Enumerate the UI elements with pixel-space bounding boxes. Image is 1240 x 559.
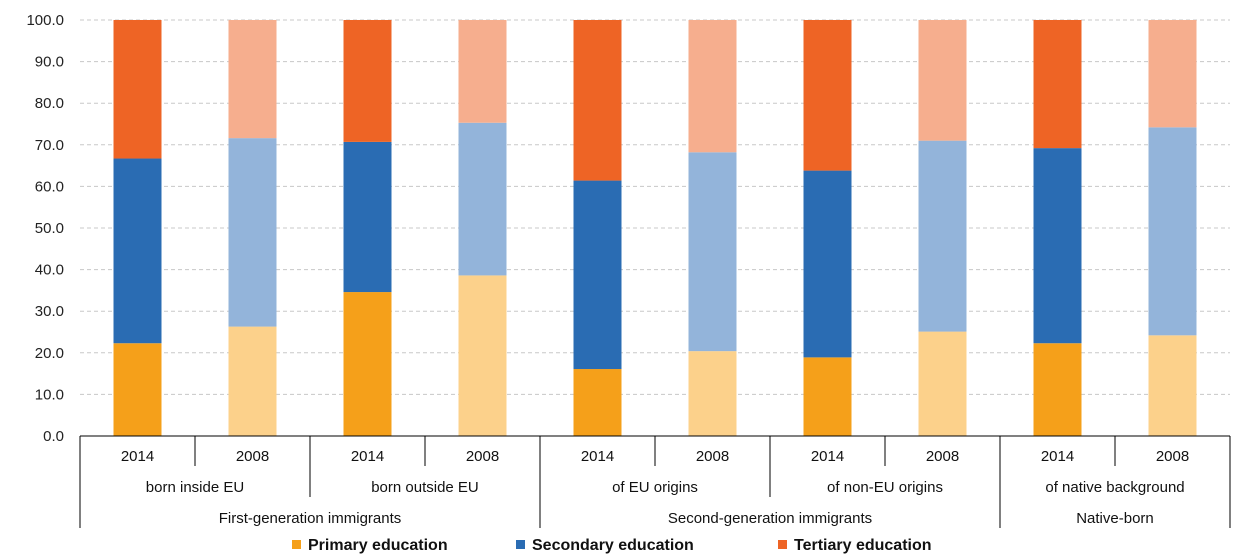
bar-tertiary-1 (113, 20, 162, 159)
x-tick-label-year: 2008 (466, 448, 499, 465)
y-axis-ticks: 0.0 10.0 20.0 30.0 40.0 50.0 60.0 70.0 80.0 90.0 1… (26, 12, 64, 445)
bar-primary-6 (688, 351, 737, 436)
x-tick-label-year: 2008 (1156, 448, 1189, 465)
bar-tertiary-9 (1033, 20, 1082, 149)
bar-tertiary-10 (1148, 20, 1197, 128)
x-tick-label-year: 2008 (926, 448, 959, 465)
bar-secondary-6 (688, 152, 737, 352)
x-tick-label-year: 2008 (236, 448, 269, 465)
bar-secondary-5 (573, 180, 622, 370)
x-group-label: Second-generation immigrants (668, 510, 872, 527)
legend-swatch (292, 540, 301, 549)
x-subgroup-label: of EU origins (612, 479, 698, 496)
bar-secondary-8 (918, 140, 967, 332)
x-tick-label-year: 2014 (351, 448, 384, 465)
bar-tertiary-4 (458, 20, 507, 123)
bar-primary-1 (113, 343, 162, 436)
bar-primary-7 (803, 357, 852, 436)
bar-secondary-2 (228, 138, 277, 327)
y-tick-label: 0.0 (43, 428, 64, 445)
bar-secondary-1 (113, 158, 162, 344)
x-subgroup-label: of non-EU origins (827, 479, 943, 496)
bar-secondary-10 (1148, 127, 1197, 336)
y-tick-label: 20.0 (35, 345, 64, 362)
y-tick-label: 10.0 (35, 386, 64, 403)
bar-secondary-9 (1033, 148, 1082, 344)
bar-secondary-4 (458, 122, 507, 276)
bars (113, 20, 1197, 436)
bar-secondary-3 (343, 141, 392, 293)
y-tick-label: 40.0 (35, 262, 64, 279)
bar-tertiary-5 (573, 20, 622, 181)
bar-primary-5 (573, 369, 622, 436)
x-group-label: Native-born (1076, 510, 1154, 527)
legend-label: Secondary education (532, 537, 694, 554)
y-tick-label: 90.0 (35, 54, 64, 71)
x-tick-label-year: 2014 (581, 448, 614, 465)
bar-primary-8 (918, 331, 967, 436)
bar-primary-2 (228, 326, 277, 436)
x-axis: 2014 2008 2014 2008 2014 2008 2014 2008 2014 2008… (79, 435, 1231, 528)
x-tick-label-year: 2014 (811, 448, 844, 465)
bar-tertiary-7 (803, 20, 852, 171)
legend-label: Primary education (308, 537, 448, 554)
x-group-label: First-generation immigrants (219, 510, 402, 527)
bar-secondary-7 (803, 170, 852, 358)
y-tick-label: 50.0 (35, 220, 64, 237)
bar-tertiary-6 (688, 20, 737, 153)
legend-swatch (516, 540, 525, 549)
x-subgroup-label: born inside EU (146, 479, 244, 496)
legend-swatch (778, 540, 787, 549)
x-tick-label-year: 2014 (1041, 448, 1074, 465)
bar-tertiary-8 (918, 20, 967, 141)
y-tick-label: 70.0 (35, 137, 64, 154)
x-subgroup-label: of native background (1045, 479, 1184, 496)
y-tick-label: 30.0 (35, 303, 64, 320)
x-subgroup-label: born outside EU (371, 479, 479, 496)
legend: Primary education Secondary education Tert… (292, 537, 932, 554)
bar-tertiary-2 (228, 20, 277, 139)
legend-label: Tertiary education (794, 537, 932, 554)
bar-primary-10 (1148, 335, 1197, 436)
bar-primary-3 (343, 292, 392, 436)
y-tick-label: 60.0 (35, 178, 64, 195)
x-tick-label-year: 2014 (121, 448, 154, 465)
y-tick-label: 100.0 (26, 12, 64, 29)
x-tick-label-year: 2008 (696, 448, 729, 465)
bar-primary-9 (1033, 343, 1082, 436)
bar-tertiary-3 (343, 20, 392, 142)
bar-primary-4 (458, 275, 507, 436)
y-tick-label: 80.0 (35, 95, 64, 112)
